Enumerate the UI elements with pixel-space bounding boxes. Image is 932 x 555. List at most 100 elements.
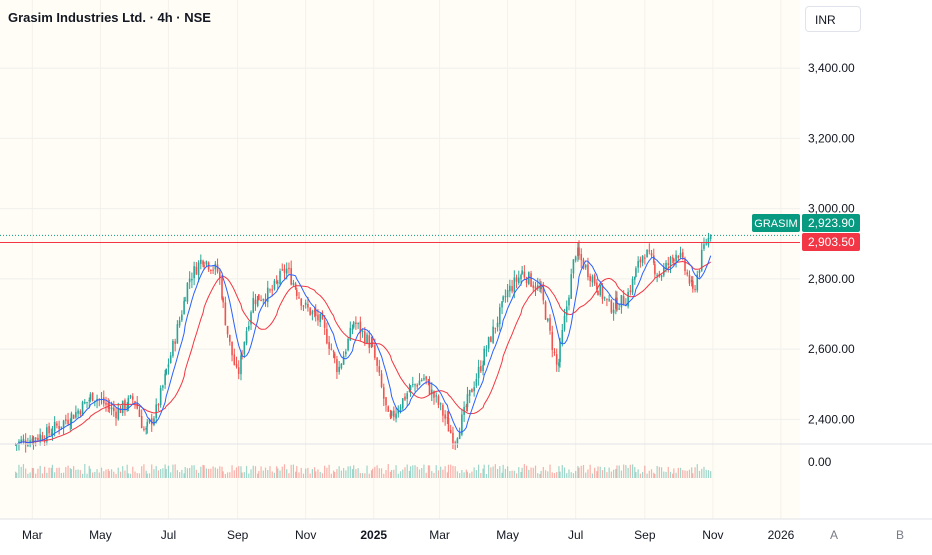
candle-body: [637, 261, 639, 268]
candle-body: [578, 247, 580, 256]
candle-body: [523, 271, 526, 278]
candle-body: [494, 327, 497, 329]
volume-bar: [48, 467, 50, 478]
volume-bar: [507, 466, 509, 478]
candle-body: [31, 438, 34, 444]
candle-body: [553, 351, 556, 353]
candle-body: [243, 342, 246, 355]
volume-bar: [572, 473, 575, 478]
candle-body: [347, 338, 349, 351]
candle-body: [644, 257, 646, 259]
candle-body: [336, 359, 338, 373]
volume-bar: [696, 464, 698, 478]
candle-body: [570, 274, 573, 299]
volume-bar: [321, 473, 324, 478]
time-tick-label: Jul: [568, 528, 583, 542]
volume-bar: [672, 473, 674, 478]
button-a[interactable]: A: [830, 528, 838, 542]
volume-bar: [233, 470, 235, 478]
candle-body: [258, 294, 260, 301]
candle-body: [146, 421, 149, 427]
candle-body: [430, 389, 433, 395]
volume-bar: [212, 466, 214, 478]
candle-body: [311, 311, 314, 315]
volume-bar: [374, 466, 376, 478]
volume-bar: [616, 465, 618, 478]
volume-bar: [117, 467, 119, 478]
candle-body: [694, 289, 696, 291]
volume-bar: [145, 470, 147, 478]
volume-bar: [15, 471, 17, 478]
candle-body: [679, 252, 682, 258]
candle-body: [466, 394, 469, 408]
volume-bar: [288, 473, 290, 478]
candle-body: [210, 269, 212, 271]
candle-body: [382, 387, 385, 399]
button-b[interactable]: B: [896, 528, 904, 542]
volume-bar: [485, 473, 488, 478]
volume-bar: [326, 467, 328, 478]
candle-body: [138, 409, 141, 417]
candle-body: [338, 366, 340, 372]
volume-bar: [245, 466, 248, 478]
candle-body: [323, 320, 326, 328]
volume-bar: [684, 470, 686, 478]
candle-body: [635, 268, 637, 278]
time-axis[interactable]: Mar May Jul Sep Nov 2025 Mar May Jul Sep Nov 2026: [22, 528, 795, 542]
volume-bar: [547, 471, 549, 478]
candles: [14, 232, 712, 453]
candle-body: [298, 297, 300, 299]
candle-body: [603, 297, 606, 299]
candle-body: [631, 278, 634, 293]
volume-bar: [397, 473, 399, 478]
candle-body: [112, 407, 115, 412]
volume-bar: [305, 468, 307, 478]
candle-body: [352, 322, 355, 328]
volume-bar: [469, 473, 471, 478]
candle-body: [188, 278, 191, 283]
volume-bar: [84, 464, 86, 478]
volume-bar: [20, 466, 22, 478]
grid: [0, 0, 800, 519]
volume-bar: [35, 473, 37, 478]
volume-bar: [343, 468, 345, 478]
volume-bar: [184, 467, 186, 478]
price-axis[interactable]: 3,400.00 3,200.00 3,000.00 2,800.00 2,600.00…: [808, 61, 855, 426]
candle-body: [203, 265, 205, 267]
candle-body: [115, 411, 117, 419]
volume-bar: [162, 468, 164, 478]
volume-bar: [186, 468, 189, 478]
candle-body: [387, 406, 390, 412]
candle-body: [639, 259, 642, 263]
volume-bar: [219, 466, 221, 478]
candle-body: [143, 428, 145, 430]
volume-bar: [437, 470, 440, 478]
volume-bar: [504, 468, 506, 478]
candle-body: [155, 404, 157, 419]
candle-body: [565, 306, 568, 316]
currency-button[interactable]: INR: [805, 6, 861, 32]
volume-bar: [347, 466, 349, 478]
volume-bar: [328, 464, 330, 478]
candle-body: [254, 299, 257, 305]
candle-body: [439, 403, 442, 405]
candle-body: [119, 407, 122, 413]
candle-body: [178, 320, 181, 326]
volume-bar: [127, 473, 129, 478]
volume-bar: [210, 468, 212, 478]
volume-bar: [452, 465, 454, 478]
volume-bar: [264, 467, 267, 478]
volume-bar: [296, 466, 298, 478]
candle-body: [309, 307, 311, 315]
candle-body: [563, 315, 566, 330]
candle-body: [606, 298, 608, 300]
candle-body: [366, 334, 368, 343]
candle-body: [370, 342, 373, 348]
volume-bar: [100, 467, 103, 478]
volume-bar: [298, 472, 300, 478]
candle-body: [145, 427, 147, 430]
volume-bar: [637, 469, 639, 478]
candle-body: [224, 302, 227, 326]
